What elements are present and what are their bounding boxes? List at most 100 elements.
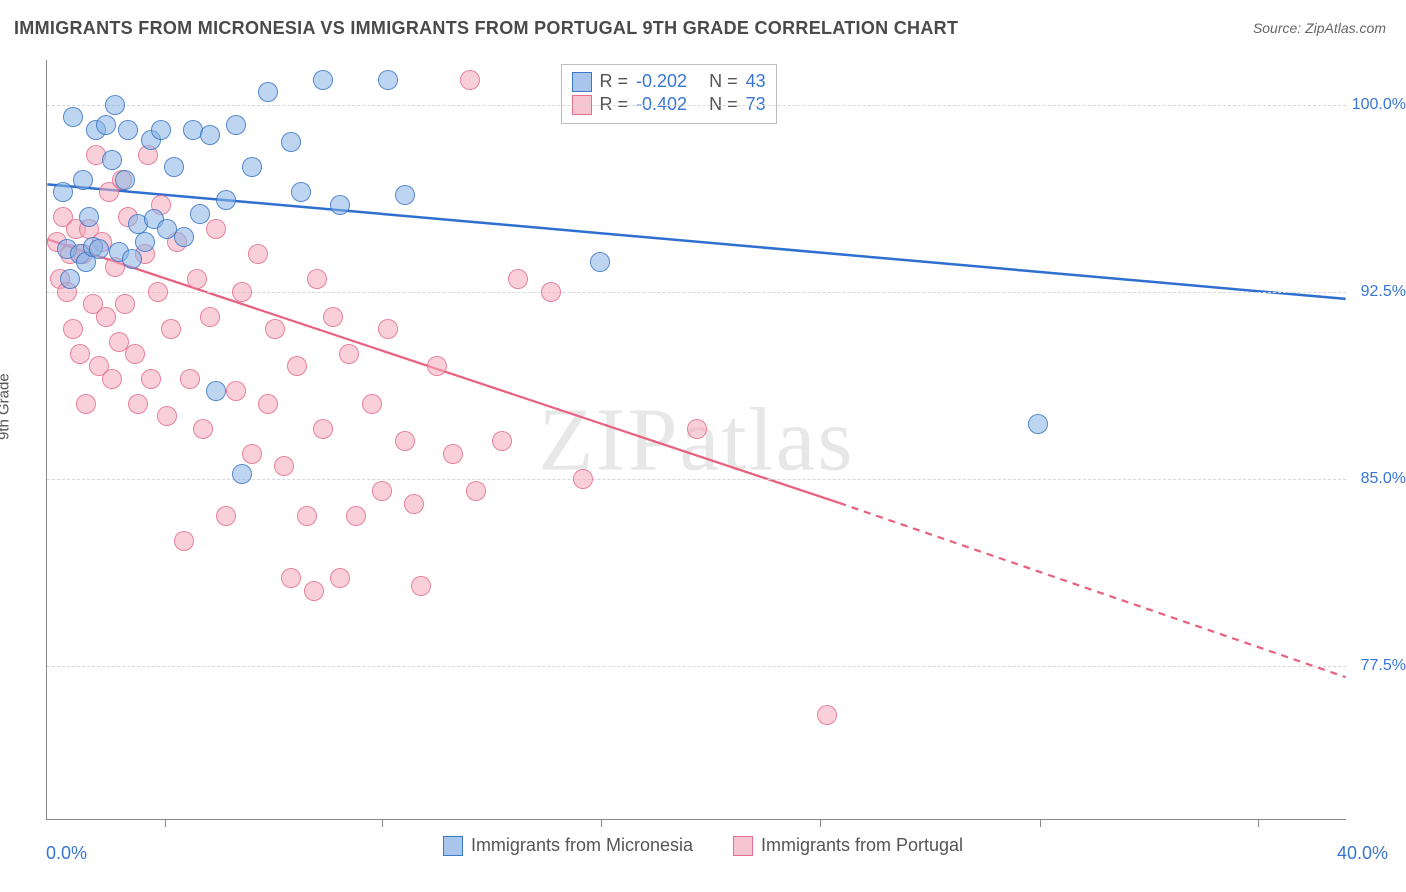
scatter-point-portugal	[573, 469, 593, 489]
scatter-point-micronesia	[291, 182, 311, 202]
scatter-point-micronesia	[330, 195, 350, 215]
scatter-point-micronesia	[60, 269, 80, 289]
scatter-point-micronesia	[281, 132, 301, 152]
scatter-point-micronesia	[96, 115, 116, 135]
y-tick-label: 77.5%	[1361, 657, 1406, 675]
scatter-point-micronesia	[105, 95, 125, 115]
scatter-point-micronesia	[216, 190, 236, 210]
scatter-point-portugal	[346, 506, 366, 526]
y-tick-label: 100.0%	[1352, 96, 1406, 114]
scatter-point-portugal	[362, 394, 382, 414]
scatter-point-micronesia	[102, 150, 122, 170]
scatter-point-micronesia	[313, 70, 333, 90]
scatter-point-portugal	[128, 394, 148, 414]
scatter-point-portugal	[304, 581, 324, 601]
scatter-point-micronesia	[190, 204, 210, 224]
scatter-point-portugal	[242, 444, 262, 464]
scatter-point-portugal	[339, 344, 359, 364]
scatter-point-portugal	[148, 282, 168, 302]
scatter-point-micronesia	[115, 170, 135, 190]
scatter-point-portugal	[187, 269, 207, 289]
scatter-point-micronesia	[242, 157, 262, 177]
scatter-point-micronesia	[590, 252, 610, 272]
scatter-point-micronesia	[232, 464, 252, 484]
scatter-point-micronesia	[226, 115, 246, 135]
scatter-point-portugal	[307, 269, 327, 289]
legend-label-series1: Immigrants from Micronesia	[471, 835, 693, 856]
scatter-point-portugal	[76, 394, 96, 414]
scatter-point-portugal	[395, 431, 415, 451]
stat-n-value-1: 43	[746, 71, 766, 92]
source-prefix: Source:	[1253, 20, 1305, 36]
scatter-point-portugal	[817, 705, 837, 725]
scatter-point-portugal	[193, 419, 213, 439]
scatter-point-portugal	[330, 568, 350, 588]
scatter-point-portugal	[174, 531, 194, 551]
scatter-point-micronesia	[258, 82, 278, 102]
scatter-point-portugal	[157, 406, 177, 426]
stats-row-series1: R = -0.202 N = 43	[572, 71, 766, 92]
scatter-point-portugal	[287, 356, 307, 376]
scatter-point-portugal	[378, 319, 398, 339]
scatter-point-micronesia	[206, 381, 226, 401]
swatch-series1	[572, 72, 592, 92]
scatter-point-micronesia	[89, 239, 109, 259]
trend-line	[839, 503, 1345, 677]
scatter-point-portugal	[541, 282, 561, 302]
scatter-point-micronesia	[395, 185, 415, 205]
scatter-point-micronesia	[63, 107, 83, 127]
scatter-point-portugal	[404, 494, 424, 514]
stat-r-value-1: -0.202	[636, 71, 687, 92]
gridline-h	[47, 666, 1346, 667]
stats-legend-box: R = -0.202 N = 43 R = -0.402 N = 73	[561, 64, 777, 124]
scatter-point-portugal	[411, 576, 431, 596]
scatter-point-portugal	[313, 419, 333, 439]
scatter-point-portugal	[200, 307, 220, 327]
scatter-point-portugal	[161, 319, 181, 339]
scatter-point-portugal	[265, 319, 285, 339]
scatter-point-portugal	[281, 568, 301, 588]
scatter-point-portugal	[297, 506, 317, 526]
scatter-point-micronesia	[118, 120, 138, 140]
scatter-point-portugal	[492, 431, 512, 451]
scatter-point-micronesia	[135, 232, 155, 252]
y-tick-label: 85.0%	[1361, 470, 1406, 488]
scatter-point-portugal	[372, 481, 392, 501]
legend-item-series2: Immigrants from Portugal	[733, 835, 963, 856]
scatter-point-portugal	[70, 344, 90, 364]
legend-label-series2: Immigrants from Portugal	[761, 835, 963, 856]
legend-swatch-series2	[733, 836, 753, 856]
scatter-point-portugal	[508, 269, 528, 289]
scatter-point-micronesia	[378, 70, 398, 90]
scatter-point-portugal	[125, 344, 145, 364]
scatter-point-micronesia	[151, 120, 171, 140]
x-tick	[165, 819, 166, 827]
scatter-point-micronesia	[1028, 414, 1048, 434]
gridline-h	[47, 105, 1346, 106]
chart-title: IMMIGRANTS FROM MICRONESIA VS IMMIGRANTS…	[14, 18, 958, 39]
legend-item-series1: Immigrants from Micronesia	[443, 835, 693, 856]
x-tick	[601, 819, 602, 827]
x-tick	[1258, 819, 1259, 827]
scatter-point-portugal	[687, 419, 707, 439]
scatter-point-portugal	[96, 307, 116, 327]
legend-swatch-series1	[443, 836, 463, 856]
scatter-point-micronesia	[122, 249, 142, 269]
scatter-point-portugal	[141, 369, 161, 389]
scatter-point-portugal	[323, 307, 343, 327]
x-tick	[820, 819, 821, 827]
source-label: Source: ZipAtlas.com	[1253, 20, 1386, 36]
scatter-point-micronesia	[53, 182, 73, 202]
scatter-point-micronesia	[73, 170, 93, 190]
scatter-point-micronesia	[200, 125, 220, 145]
scatter-point-portugal	[232, 282, 252, 302]
scatter-point-micronesia	[174, 227, 194, 247]
scatter-point-portugal	[248, 244, 268, 264]
bottom-legend: Immigrants from Micronesia Immigrants fr…	[0, 835, 1406, 856]
scatter-point-portugal	[115, 294, 135, 314]
scatter-point-portugal	[466, 481, 486, 501]
scatter-point-portugal	[216, 506, 236, 526]
scatter-point-portugal	[226, 381, 246, 401]
trend-lines-layer	[47, 60, 1346, 819]
stat-r-label: R =	[600, 71, 629, 92]
